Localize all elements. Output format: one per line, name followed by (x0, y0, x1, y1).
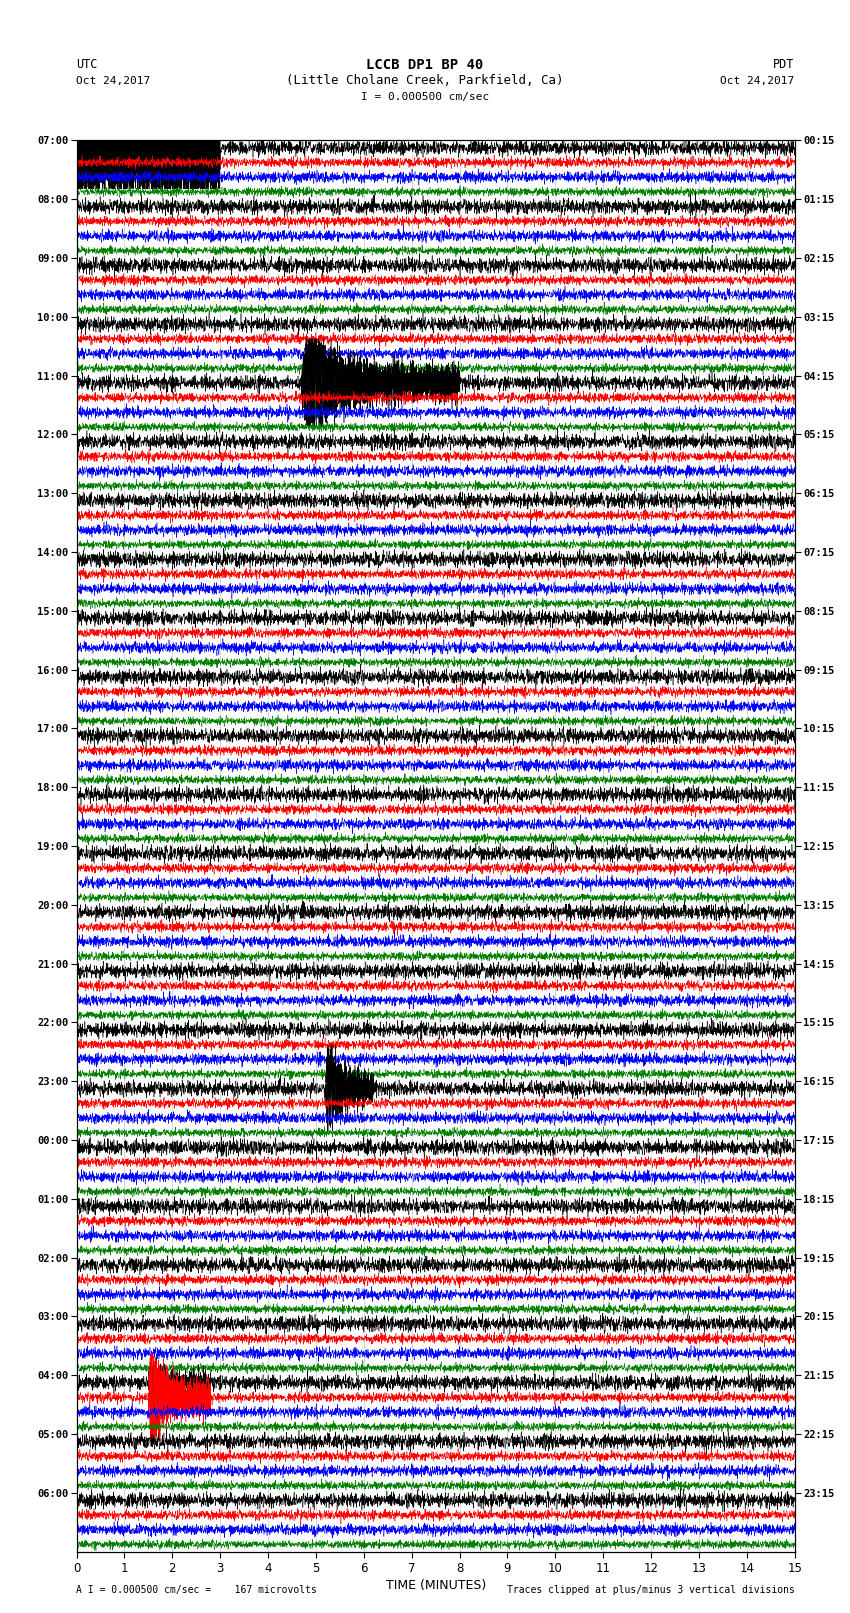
Text: I = 0.000500 cm/sec: I = 0.000500 cm/sec (361, 92, 489, 102)
Text: UTC: UTC (76, 58, 98, 71)
X-axis label: TIME (MINUTES): TIME (MINUTES) (386, 1579, 485, 1592)
Text: Oct 24,2017: Oct 24,2017 (76, 76, 150, 85)
Text: A I = 0.000500 cm/sec =    167 microvolts: A I = 0.000500 cm/sec = 167 microvolts (76, 1586, 317, 1595)
Text: PDT: PDT (774, 58, 795, 71)
Text: LCCB DP1 BP 40: LCCB DP1 BP 40 (366, 58, 484, 71)
Text: (Little Cholane Creek, Parkfield, Ca): (Little Cholane Creek, Parkfield, Ca) (286, 74, 564, 87)
Text: Oct 24,2017: Oct 24,2017 (721, 76, 795, 85)
Text: Traces clipped at plus/minus 3 vertical divisions: Traces clipped at plus/minus 3 vertical … (507, 1586, 795, 1595)
